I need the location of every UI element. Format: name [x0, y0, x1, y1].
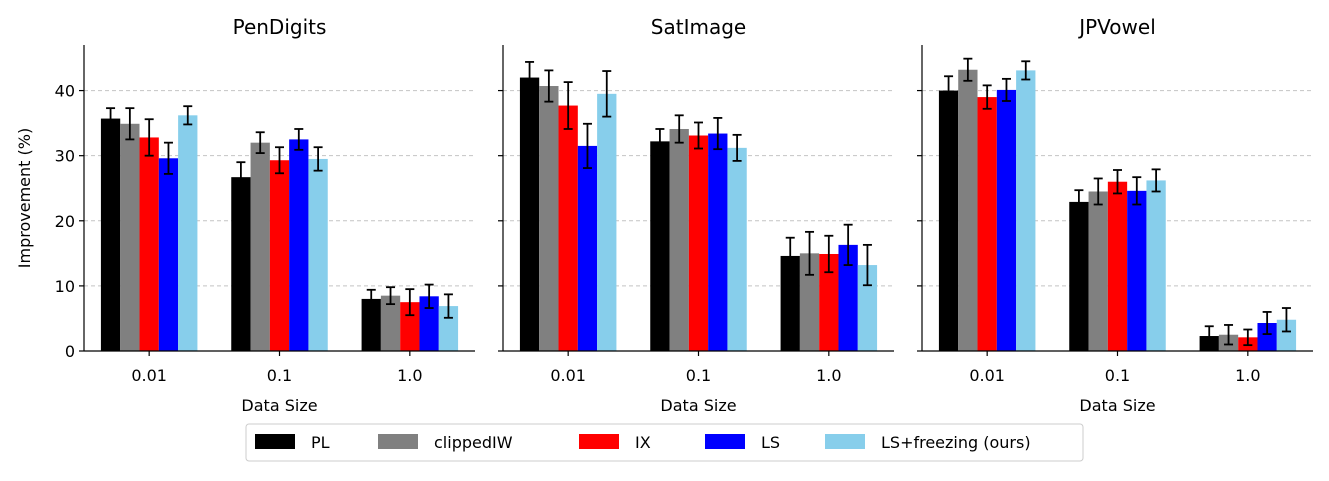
- legend-label-pl: PL: [311, 433, 330, 452]
- bar-ls: [838, 244, 858, 351]
- x-axis-label: Data Size: [241, 396, 317, 415]
- bar-clippediw: [120, 123, 140, 352]
- bar-ix: [1107, 181, 1128, 351]
- bar-ls: [1257, 323, 1277, 351]
- bar-ix: [819, 253, 839, 351]
- bar-ls: [419, 296, 439, 351]
- bar-pl: [938, 90, 959, 352]
- x-axis-label: Data Size: [1079, 396, 1155, 415]
- bar-ls: [1127, 190, 1147, 351]
- bar-clippediw: [380, 295, 401, 351]
- x-tick-label: 0.1: [686, 366, 711, 385]
- x-tick-label: 1.0: [397, 366, 422, 385]
- panel-title: SatImage: [651, 15, 746, 39]
- bar-clippediw: [1088, 191, 1108, 351]
- bar-ls-freezing-ours: [1016, 70, 1036, 352]
- bar-ix: [269, 160, 290, 351]
- panel-satimage: 0.01 0.1 1.0 SatImage Data Size: [498, 15, 894, 415]
- legend: PL clippedIW IX LS LS+freezing (ours): [245, 423, 1084, 462]
- y-tick-label: 40: [55, 82, 75, 101]
- bar-pl: [100, 118, 121, 351]
- legend-label-ls-freezing-ours: LS+freezing (ours): [881, 433, 1031, 452]
- bar-pl: [519, 77, 540, 351]
- bar-ix: [558, 105, 578, 351]
- bar-ls-freezing-ours: [727, 147, 747, 351]
- y-axis-label: Improvement (%): [15, 128, 34, 268]
- bar-ls-freezing-ours: [178, 115, 198, 351]
- bar-clippediw: [539, 86, 559, 351]
- bar-pl: [780, 255, 800, 351]
- x-tick-label: 0.1: [267, 366, 292, 385]
- bar-ls: [289, 139, 309, 351]
- bar-ls-freezing-ours: [597, 93, 617, 352]
- x-tick-label: 1.0: [1235, 366, 1260, 385]
- y-tick-label: 20: [55, 212, 75, 231]
- x-tick-label: 1.0: [816, 366, 841, 385]
- panel-jpvowel: 0.01 0.1 1.0 JPVowel Data Size: [917, 15, 1313, 415]
- legend-frame: [245, 423, 1084, 462]
- bar-ls-freezing-ours: [1276, 319, 1297, 351]
- bar-ls-freezing-ours: [1146, 180, 1166, 351]
- bar-ls: [996, 89, 1017, 351]
- x-axis-label: Data Size: [660, 396, 736, 415]
- legend-swatch-ls-freezing-ours: [825, 434, 865, 449]
- bar-clippediw: [958, 69, 978, 352]
- bar-ls-freezing-ours: [308, 158, 328, 351]
- legend-swatch-ls: [705, 434, 745, 449]
- bar-ix: [400, 302, 420, 351]
- bar-ls-freezing-ours: [438, 306, 459, 351]
- x-tick-label: 0.1: [1105, 366, 1130, 385]
- bar-pl: [361, 298, 381, 351]
- legend-swatch-ix: [579, 434, 619, 449]
- bar-pl: [1069, 201, 1089, 351]
- bar-ls: [577, 145, 598, 351]
- x-tick-label: 0.01: [969, 366, 1005, 385]
- y-tick-label: 30: [55, 147, 75, 166]
- bar-ix: [139, 137, 159, 351]
- legend-label-ix: IX: [635, 433, 651, 452]
- x-tick-label: 0.01: [131, 366, 167, 385]
- bar-ix: [977, 97, 997, 351]
- bar-clippediw: [669, 128, 689, 351]
- legend-swatch-clippediw: [378, 434, 418, 449]
- panel-pendigits: 0.01 0.1 1.0 0 10 20 30 40 PenDigits Data Size: [55, 15, 475, 415]
- y-tick-label: 0: [65, 342, 75, 361]
- panel-title: JPVowel: [1077, 15, 1156, 39]
- y-tick-label: 10: [55, 277, 75, 296]
- legend-label-ls: LS: [761, 433, 780, 452]
- legend-label-clippediw: clippedIW: [434, 433, 513, 452]
- bar-ls: [158, 158, 179, 351]
- legend-swatch-pl: [255, 434, 295, 449]
- bar-clippediw: [250, 142, 270, 351]
- bar-ix: [688, 135, 709, 351]
- bar-pl: [650, 141, 670, 351]
- panel-title: PenDigits: [233, 15, 327, 39]
- bar-ls-freezing-ours: [857, 265, 878, 351]
- bar-clippediw: [799, 253, 820, 351]
- bar-pl: [231, 177, 251, 351]
- x-tick-label: 0.01: [550, 366, 586, 385]
- bar-ls: [708, 133, 728, 351]
